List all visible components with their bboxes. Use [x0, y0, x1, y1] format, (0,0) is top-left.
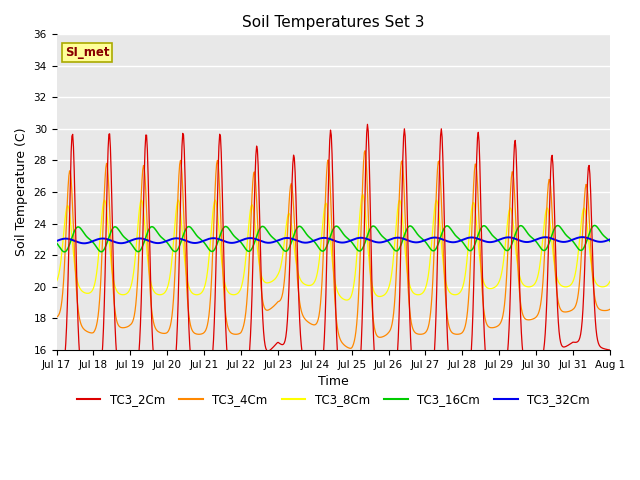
X-axis label: Time: Time — [318, 375, 349, 388]
Text: SI_met: SI_met — [65, 46, 109, 59]
Title: Soil Temperatures Set 3: Soil Temperatures Set 3 — [242, 15, 424, 30]
Legend: TC3_2Cm, TC3_4Cm, TC3_8Cm, TC3_16Cm, TC3_32Cm: TC3_2Cm, TC3_4Cm, TC3_8Cm, TC3_16Cm, TC3… — [72, 388, 595, 410]
Y-axis label: Soil Temperature (C): Soil Temperature (C) — [15, 128, 28, 256]
